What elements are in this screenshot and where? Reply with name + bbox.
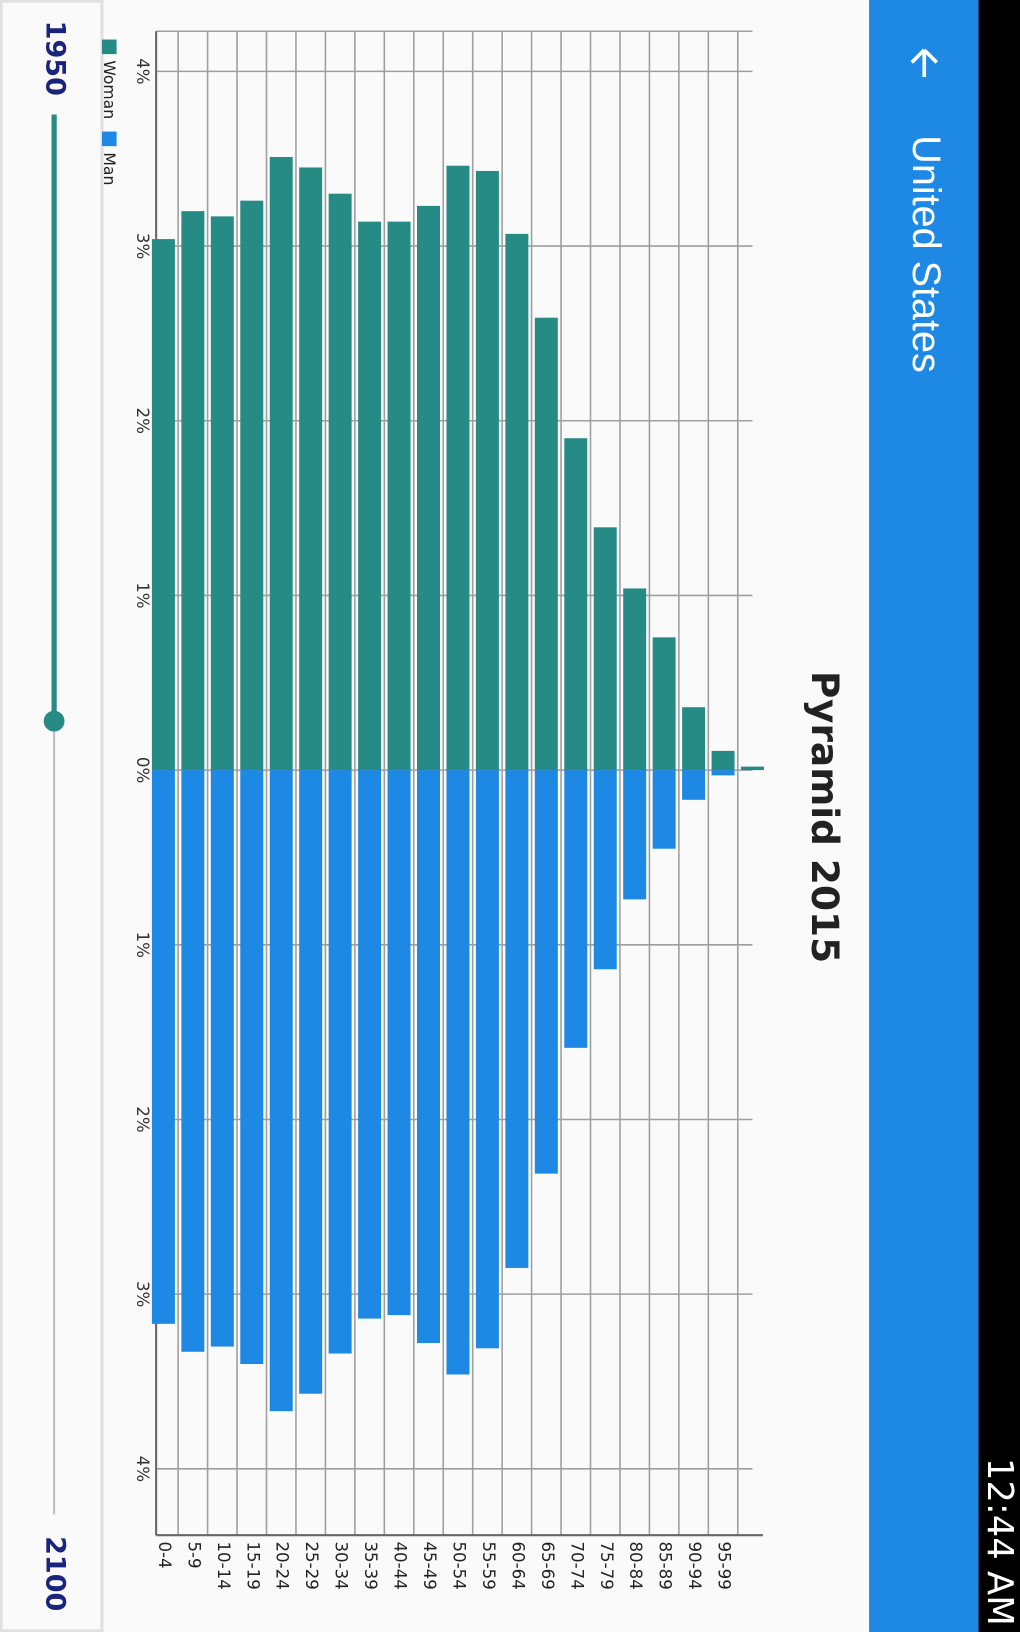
slider-thumb[interactable] [43, 710, 65, 732]
x-tick-label: 2% [133, 408, 152, 434]
status-time: 12:44 AM [979, 1458, 1020, 1626]
slider-max-label: 2100 [40, 1536, 71, 1611]
bar [475, 770, 499, 1349]
y-tick-label: 65-69 [538, 1541, 557, 1589]
bar [593, 527, 617, 771]
y-tick-label: 5-9 [184, 1541, 203, 1568]
y-tick-label: 0-4 [155, 1541, 174, 1568]
y-tick-label: 90-94 [685, 1541, 704, 1589]
y-tick-label: 30-34 [332, 1541, 351, 1589]
x-tick-label: 1% [133, 932, 152, 958]
bar [682, 770, 706, 800]
bar [417, 205, 440, 771]
bar [151, 770, 175, 1324]
bar [299, 770, 323, 1394]
legend-swatch [102, 39, 117, 55]
x-tick-label: 4% [133, 1456, 152, 1482]
y-tick-label: 85-89 [656, 1541, 675, 1589]
bar [269, 770, 293, 1412]
bar [652, 637, 676, 771]
bar [181, 770, 205, 1352]
bar [682, 707, 706, 771]
y-tick-label: 70-74 [567, 1541, 586, 1589]
bar [475, 170, 499, 771]
slider-panel [0, 0, 104, 1632]
bar [358, 770, 382, 1319]
bar [623, 770, 647, 900]
bar [505, 770, 529, 1268]
y-tick-label: 35-39 [361, 1541, 380, 1589]
y-tick-label: 80-84 [626, 1541, 645, 1589]
y-tick-label: 10-14 [214, 1541, 233, 1589]
x-tick-label: 1% [133, 582, 152, 608]
bar [269, 156, 293, 771]
bar [564, 770, 588, 1048]
bar [534, 317, 558, 771]
bar [299, 167, 323, 771]
app-title: United States [904, 135, 948, 372]
y-tick-label: 40-44 [391, 1541, 410, 1589]
bar [240, 770, 264, 1365]
x-tick-label: 2% [133, 1106, 152, 1132]
slider-min-label: 1950 [40, 21, 71, 96]
bar [181, 211, 205, 771]
bar [623, 588, 647, 771]
y-tick-label: 15-19 [243, 1541, 262, 1589]
bar [652, 770, 676, 849]
legend-label: Man [100, 152, 118, 185]
y-tick-label: 45-49 [420, 1541, 439, 1589]
bar [741, 766, 764, 771]
bar [387, 770, 411, 1316]
bar [446, 165, 470, 771]
app-bar [869, 0, 979, 1632]
bar [564, 438, 588, 771]
y-tick-label: 75-79 [597, 1541, 616, 1589]
bar [711, 750, 735, 771]
bar [505, 233, 529, 771]
y-tick-label: 25-29 [302, 1541, 321, 1589]
chart-title: Pyramid 2015 [803, 671, 847, 963]
bar [593, 770, 617, 970]
bar [711, 770, 735, 776]
bar [358, 221, 382, 771]
bar [240, 200, 264, 771]
status-bar [978, 0, 1020, 1632]
bar [210, 216, 234, 771]
bar [417, 770, 440, 1344]
x-tick-label: 4% [133, 58, 152, 84]
y-tick-label: 95-99 [715, 1541, 734, 1589]
back-button[interactable] [910, 48, 939, 78]
bar [328, 770, 352, 1354]
bar [534, 770, 558, 1174]
legend-label: Woman [100, 60, 118, 119]
legend-swatch [102, 131, 117, 147]
y-tick-label: 20-24 [273, 1541, 292, 1589]
y-tick-label: 55-59 [479, 1541, 498, 1589]
x-tick-label: 3% [133, 233, 152, 259]
bar [328, 193, 352, 771]
bar [446, 770, 470, 1375]
y-tick-label: 60-64 [508, 1541, 527, 1589]
bar [151, 239, 175, 771]
x-tick-label: 0% [133, 757, 152, 783]
bar [387, 221, 411, 771]
x-tick-label: 3% [133, 1281, 152, 1307]
bar [210, 770, 234, 1347]
y-tick-label: 50-54 [449, 1541, 468, 1589]
